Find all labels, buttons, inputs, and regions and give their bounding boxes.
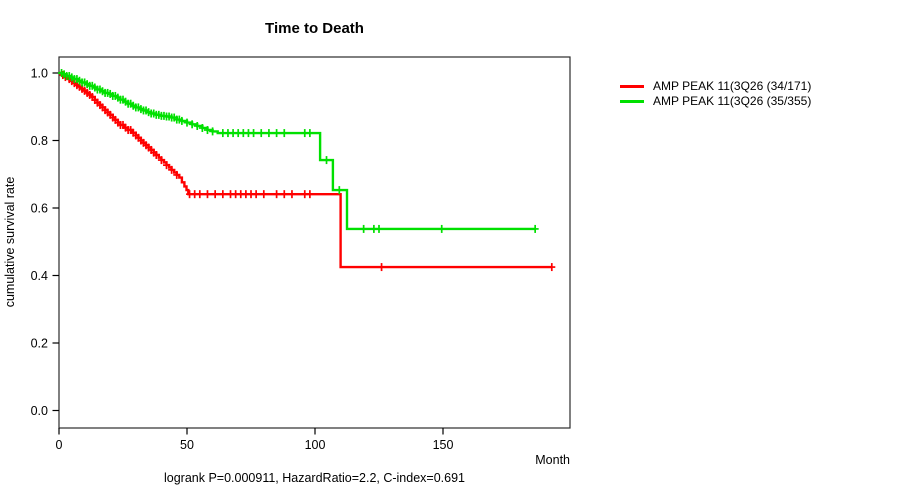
legend-line-swatch bbox=[620, 100, 644, 103]
censor-marks-green bbox=[58, 69, 539, 233]
x-tick-label: 0 bbox=[56, 438, 63, 452]
x-tick-label: 100 bbox=[305, 438, 326, 452]
y-axis-label: cumulative survival rate bbox=[3, 177, 17, 308]
y-tick-label: 0.8 bbox=[31, 134, 48, 148]
legend-item-0: AMP PEAK 11(3Q26 (34/171) bbox=[620, 79, 811, 94]
censor-marks-red bbox=[59, 71, 556, 272]
y-tick-label: 0.0 bbox=[31, 404, 48, 418]
axes-layer: 0 50 100 150 1.0 0.8 0.6 0.4 0.2 0.0 bbox=[31, 56, 571, 452]
chart-title: Time to Death bbox=[265, 20, 364, 37]
y-tick-label: 0.6 bbox=[31, 201, 48, 215]
curves-layer bbox=[58, 69, 556, 272]
x-axis-label: Month bbox=[535, 453, 570, 467]
x-tick-label: 150 bbox=[433, 438, 454, 452]
y-tick-label: 0.2 bbox=[31, 336, 48, 350]
legend-label: AMP PEAK 11(3Q26 (35/355) bbox=[653, 94, 812, 108]
plot-box bbox=[58, 56, 571, 429]
stats-annotation: logrank P=0.000911, HazardRatio=2.2, C-i… bbox=[164, 471, 465, 485]
legend-label: AMP PEAK 11(3Q26 (34/171) bbox=[653, 79, 812, 93]
y-tick-label: 1.0 bbox=[31, 66, 48, 80]
legend: AMP PEAK 11(3Q26 (34/171) AMP PEAK 11(3Q2… bbox=[620, 79, 811, 109]
legend-line-swatch bbox=[620, 85, 644, 88]
y-tick-label: 0.4 bbox=[31, 269, 48, 283]
x-tick-label: 50 bbox=[180, 438, 194, 452]
legend-item-1: AMP PEAK 11(3Q26 (35/355) bbox=[620, 94, 811, 109]
survival-curve-green bbox=[59, 71, 536, 231]
